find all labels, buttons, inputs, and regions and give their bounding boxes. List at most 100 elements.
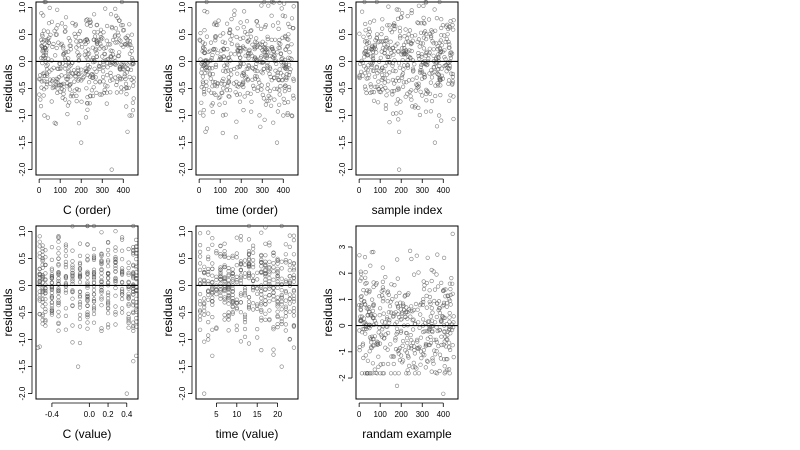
data-point bbox=[277, 37, 282, 43]
data-point bbox=[108, 12, 114, 17]
data-point bbox=[244, 66, 249, 71]
data-point bbox=[55, 7, 60, 12]
data-point bbox=[53, 53, 58, 58]
data-point bbox=[49, 257, 55, 263]
data-point bbox=[254, 61, 259, 67]
data-point bbox=[40, 304, 45, 309]
data-point bbox=[364, 280, 369, 286]
data-point bbox=[390, 92, 395, 97]
data-point bbox=[372, 74, 378, 79]
x-tick-label: 300 bbox=[416, 186, 430, 195]
data-point bbox=[91, 280, 97, 285]
data-point bbox=[450, 51, 455, 56]
data-point bbox=[87, 20, 92, 26]
data-point bbox=[392, 58, 397, 63]
data-point bbox=[363, 275, 368, 280]
data-point bbox=[229, 17, 234, 22]
data-point bbox=[429, 278, 434, 284]
data-point bbox=[44, 85, 49, 90]
data-point bbox=[75, 65, 80, 70]
data-point bbox=[223, 69, 228, 74]
data-point bbox=[271, 250, 276, 256]
data-point bbox=[237, 92, 242, 97]
data-point bbox=[97, 92, 102, 97]
data-point bbox=[210, 315, 215, 320]
data-point bbox=[105, 325, 111, 330]
data-point bbox=[210, 236, 215, 241]
data-point bbox=[403, 94, 408, 99]
data-point bbox=[77, 300, 83, 305]
data-point bbox=[70, 224, 75, 229]
data-point bbox=[40, 32, 45, 37]
data-point bbox=[413, 33, 418, 38]
data-point bbox=[271, 325, 276, 330]
data-point bbox=[42, 113, 47, 118]
data-point bbox=[242, 312, 248, 317]
data-point bbox=[393, 68, 398, 74]
data-point bbox=[291, 345, 297, 350]
data-point bbox=[131, 299, 136, 304]
data-point bbox=[435, 55, 441, 60]
data-point bbox=[84, 55, 89, 60]
data-point bbox=[434, 340, 440, 345]
data-point bbox=[367, 46, 372, 51]
data-point bbox=[226, 314, 231, 319]
data-point bbox=[40, 257, 45, 262]
data-point bbox=[246, 249, 252, 254]
data-point bbox=[211, 47, 216, 52]
data-point bbox=[46, 56, 51, 61]
data-point bbox=[43, 297, 48, 302]
data-point bbox=[438, 38, 443, 43]
data-point bbox=[435, 47, 440, 52]
data-point bbox=[43, 50, 49, 55]
x-tick-label: 200 bbox=[395, 186, 409, 195]
data-point bbox=[216, 95, 221, 101]
data-point bbox=[49, 58, 54, 63]
data-point bbox=[450, 281, 455, 286]
data-point bbox=[198, 302, 203, 307]
data-point bbox=[40, 276, 45, 281]
data-point bbox=[206, 289, 211, 294]
data-point bbox=[43, 262, 48, 267]
data-point bbox=[121, 44, 126, 49]
data-point bbox=[105, 258, 111, 263]
data-point bbox=[56, 328, 61, 333]
data-point bbox=[238, 339, 243, 344]
data-point bbox=[259, 26, 264, 32]
data-point bbox=[99, 271, 104, 276]
data-point bbox=[395, 87, 400, 92]
data-point bbox=[87, 101, 92, 106]
data-point bbox=[421, 20, 426, 25]
data-point bbox=[389, 282, 394, 287]
data-point bbox=[273, 68, 278, 73]
data-point bbox=[214, 325, 219, 330]
data-point bbox=[250, 53, 255, 59]
data-point bbox=[114, 79, 119, 84]
data-point bbox=[40, 312, 45, 317]
data-point bbox=[388, 39, 393, 44]
data-point bbox=[218, 288, 223, 293]
data-point bbox=[275, 70, 280, 75]
data-point bbox=[134, 237, 139, 242]
data-point bbox=[432, 298, 437, 304]
data-point bbox=[241, 81, 246, 86]
data-point bbox=[416, 37, 422, 42]
data-point bbox=[83, 115, 89, 120]
data-point bbox=[49, 272, 55, 277]
data-point bbox=[70, 259, 75, 264]
data-point bbox=[430, 318, 435, 323]
data-point bbox=[37, 278, 42, 284]
data-point bbox=[202, 339, 207, 344]
data-point bbox=[91, 246, 97, 252]
data-point bbox=[402, 34, 407, 39]
data-point bbox=[45, 115, 51, 120]
data-point bbox=[119, 0, 124, 5]
data-point bbox=[412, 371, 418, 376]
data-point bbox=[441, 300, 447, 306]
data-point bbox=[204, 0, 209, 5]
data-point bbox=[283, 75, 289, 80]
data-point bbox=[372, 18, 377, 23]
data-point bbox=[234, 278, 239, 283]
data-point bbox=[49, 300, 55, 305]
data-point bbox=[68, 74, 73, 79]
